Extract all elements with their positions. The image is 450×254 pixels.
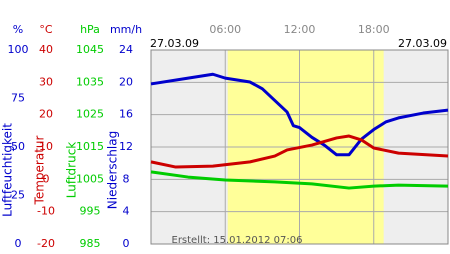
y-tick-label: 1045: [76, 43, 104, 56]
y-tick-label: 1005: [76, 172, 104, 185]
x-tick-label: 06:00: [209, 23, 241, 36]
y-tick-label: 1025: [76, 108, 104, 121]
axis-unit: mm/h: [110, 23, 142, 36]
y-tick-label: -10: [37, 205, 55, 218]
y-tick-label: 12: [119, 140, 133, 153]
y-tick-label: -20: [37, 237, 55, 250]
y-tick-label: 16: [119, 108, 133, 121]
y-tick-label: 20: [39, 108, 53, 121]
plot-border: [150, 49, 449, 245]
axis-unit: hPa: [80, 23, 100, 36]
series-line: [150, 72, 449, 157]
y-tick-label: 8: [123, 172, 130, 185]
y-tick-label: 20: [119, 75, 133, 88]
y-tick-label: 1035: [76, 75, 104, 88]
y-tick-label: 0: [43, 172, 50, 185]
axis-title: Niederschlag: [106, 131, 120, 209]
y-tick-label: 0: [123, 237, 130, 250]
y-tick-label: 10: [39, 140, 53, 153]
y-tick-label: 75: [11, 92, 25, 105]
y-tick-label: 995: [80, 205, 101, 218]
series-line: [150, 170, 449, 190]
axis-unit: °C: [39, 23, 53, 36]
date-right: 27.03.09: [398, 37, 447, 50]
axis-title: Luftfeuchtigkeit: [1, 123, 15, 217]
x-tick-label: 12:00: [284, 23, 316, 36]
x-tick-label: 18:00: [358, 23, 390, 36]
y-tick-label: 40: [39, 43, 53, 56]
y-tick-label: 50: [11, 140, 25, 153]
series-line: [150, 134, 449, 169]
axis-title: Luftdruck: [65, 142, 79, 199]
y-tick-label: 25: [11, 189, 25, 202]
y-tick-label: 985: [80, 237, 101, 250]
y-tick-label: 0: [15, 237, 22, 250]
axis-title: Temperatur: [33, 135, 47, 205]
y-tick-label: 24: [119, 43, 133, 56]
axis-unit: %: [13, 23, 23, 36]
y-tick-label: 4: [123, 205, 130, 218]
created-note: Erstellt: 15.01.2012 07:06: [172, 235, 303, 246]
y-tick-label: 30: [39, 75, 53, 88]
date-left: 27.03.09: [150, 37, 199, 50]
y-tick-label: 100: [8, 43, 29, 56]
y-tick-label: 1015: [76, 140, 104, 153]
